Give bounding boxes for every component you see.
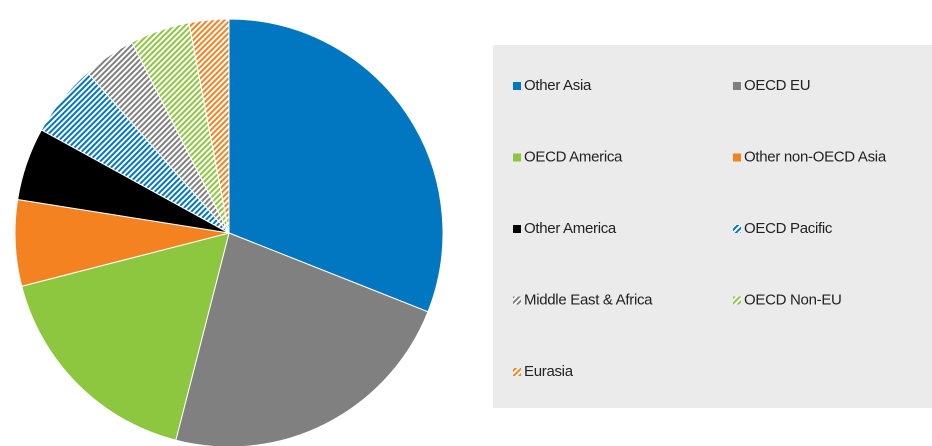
legend-swatch — [513, 153, 521, 162]
legend-swatch — [733, 296, 741, 305]
pie-slice — [21, 232, 230, 441]
legend-label: Other America — [524, 220, 617, 237]
legend-label: Eurasia — [524, 363, 574, 380]
legend-swatch — [733, 153, 741, 162]
legend-label: OECD America — [524, 148, 623, 165]
legend-label: OECD Pacific — [744, 220, 833, 237]
legend-swatch — [733, 82, 741, 90]
legend-label: Other non-OECD Asia — [744, 148, 887, 165]
legend-label: Middle East & Africa — [524, 291, 653, 308]
legend-swatch — [513, 225, 521, 233]
legend-label: Other Asia — [524, 77, 592, 94]
legend-swatch — [733, 225, 741, 233]
legend-label: OECD EU — [744, 77, 810, 94]
legend-box — [493, 45, 932, 408]
legend-label: OECD Non-EU — [744, 291, 842, 308]
pie-slice — [175, 232, 429, 446]
pie-slice — [188, 18, 230, 234]
pie-slice — [228, 18, 444, 313]
legend-swatch — [513, 82, 521, 90]
legend-swatch — [513, 296, 521, 305]
legend-swatch — [513, 368, 521, 376]
